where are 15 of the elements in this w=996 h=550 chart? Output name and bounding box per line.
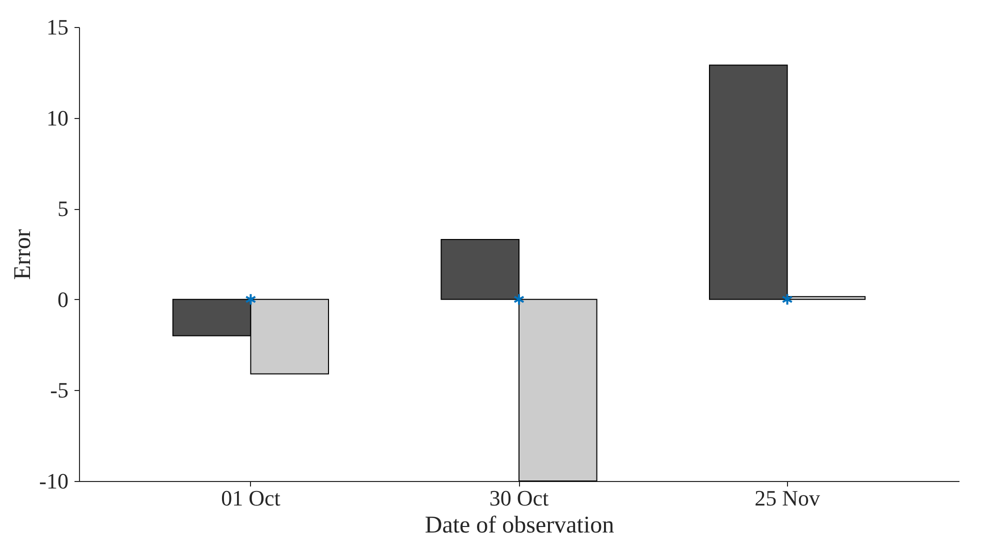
y-tick-label: -5: [50, 378, 68, 403]
y-tick-label: 5: [58, 196, 68, 222]
x-tick-label: 25 Nov: [754, 486, 820, 510]
bar: [440, 238, 520, 300]
y-tick-label: 10: [46, 105, 68, 130]
x-tick-label: 30 Oct: [489, 486, 549, 510]
y-tick-label: -10: [39, 468, 68, 494]
bar: [786, 296, 866, 300]
y-tick-label: 0: [58, 286, 68, 312]
x-tick-label: 01 Oct: [221, 486, 280, 510]
bar: [518, 298, 598, 482]
y-tick-label: 15: [46, 14, 68, 40]
x-axis-title: Date of observation: [424, 512, 614, 538]
bar: [708, 64, 788, 300]
y-axis-title: Error: [10, 229, 36, 280]
